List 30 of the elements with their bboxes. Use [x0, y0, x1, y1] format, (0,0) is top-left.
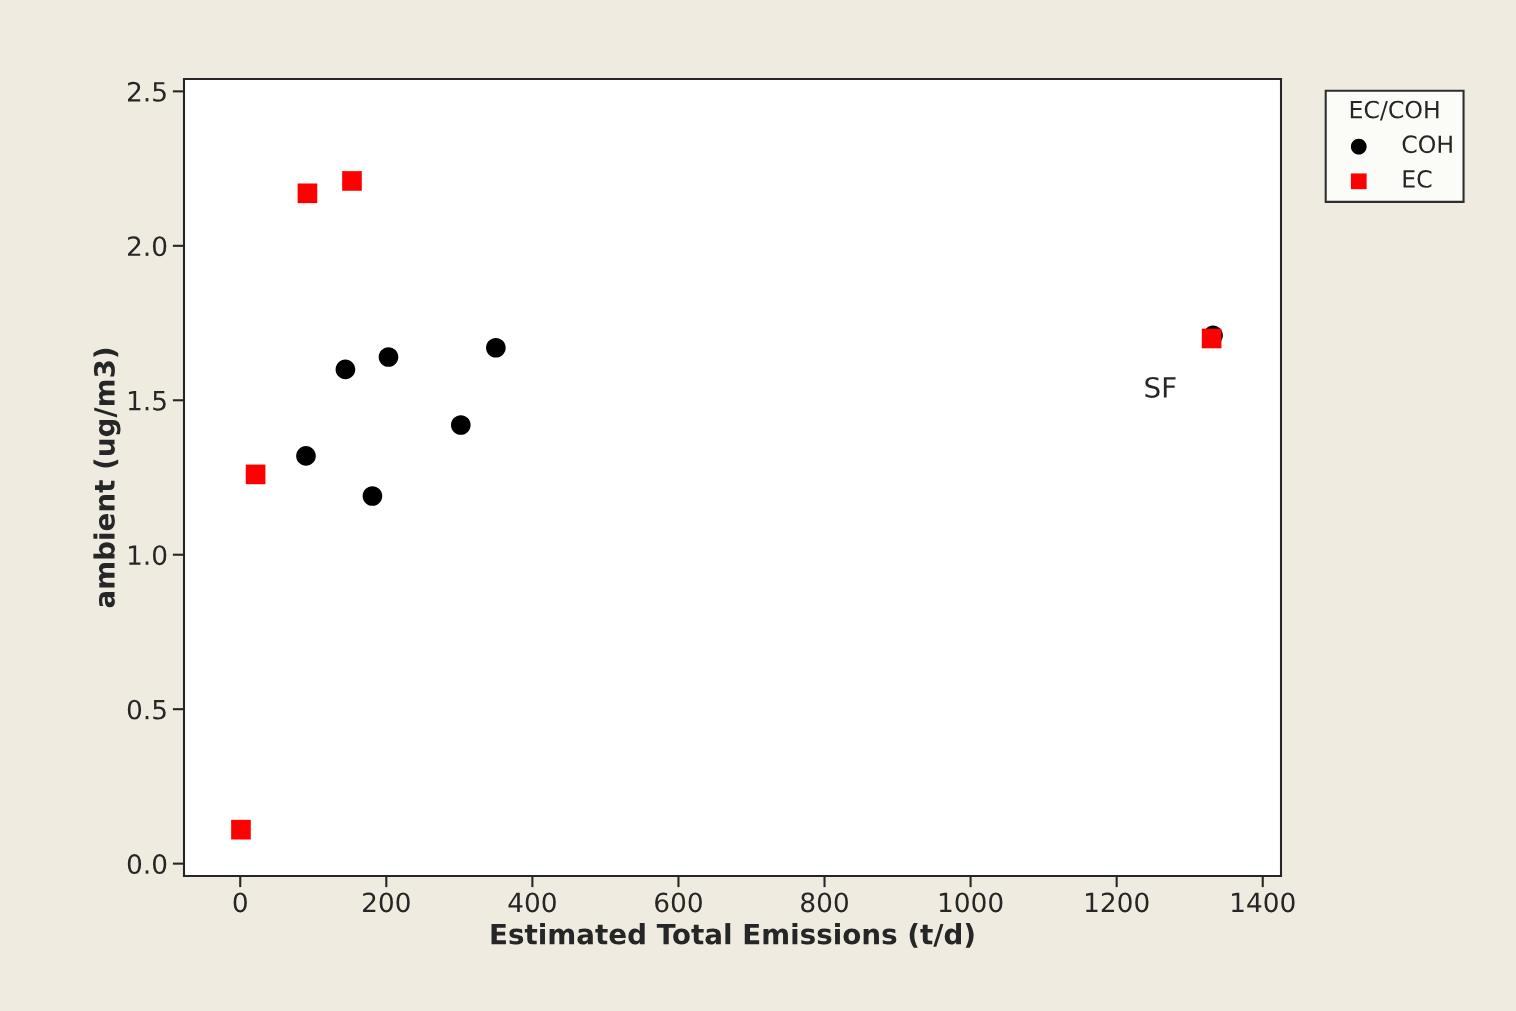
point — [245, 464, 266, 485]
x-tick-label: 1000 — [939, 892, 1003, 913]
point — [335, 359, 356, 380]
legend-label: EC — [1403, 169, 1432, 188]
x-tick-label: 600 — [655, 892, 702, 913]
point — [342, 171, 362, 191]
x-axis-title: Estimated Total Emissions (t/d) — [491, 923, 974, 948]
point — [378, 347, 399, 367]
y-tick-label: 2.0 — [128, 236, 167, 257]
x-tick-label: 1400 — [1232, 892, 1295, 913]
x-tick-label: 400 — [508, 892, 556, 913]
y-tick-label: 2.5 — [128, 81, 166, 102]
point — [450, 415, 471, 435]
x-tick-label: 200 — [363, 892, 410, 913]
point — [296, 446, 316, 466]
annotation: SF — [1145, 376, 1176, 398]
y-axis-title: ambient (ug/m3) — [93, 348, 121, 608]
y-tick-label: 1.5 — [128, 391, 166, 411]
point — [297, 183, 318, 204]
x-tick-label: 0 — [233, 892, 247, 913]
point — [486, 337, 506, 358]
point — [231, 819, 251, 840]
legend-label: COH — [1402, 135, 1452, 154]
y-tick-label: 1.0 — [128, 545, 167, 566]
y-tick-label: 0.0 — [127, 854, 167, 875]
point — [362, 486, 383, 506]
x-tick-label: 800 — [801, 892, 848, 913]
x-tick-label: 1200 — [1085, 892, 1149, 913]
y-tick-label: 0.5 — [127, 699, 166, 720]
legend-title: EC/COH — [1350, 100, 1439, 121]
